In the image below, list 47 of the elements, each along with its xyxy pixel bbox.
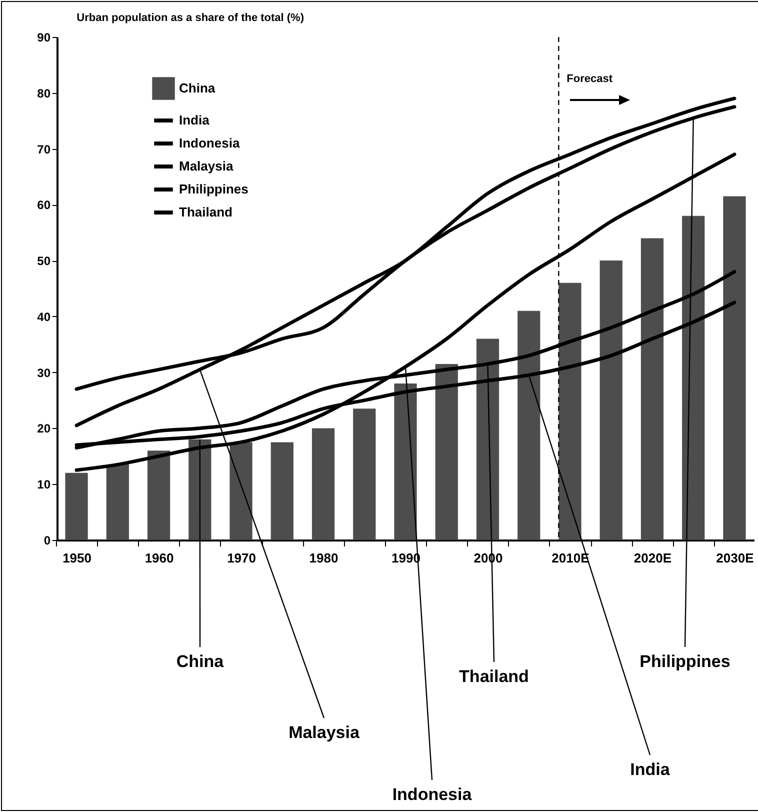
bar bbox=[270, 442, 294, 540]
y-tick-label: 80 bbox=[37, 86, 51, 100]
bar bbox=[640, 238, 664, 540]
text: India bbox=[630, 760, 670, 779]
x-tick-label: 2020E bbox=[634, 550, 672, 566]
text: China bbox=[176, 652, 224, 671]
bar bbox=[723, 196, 746, 540]
bar bbox=[600, 260, 622, 540]
bar bbox=[312, 428, 335, 540]
y-tick-label: 0 bbox=[44, 534, 51, 548]
y-tick-label: 60 bbox=[37, 198, 51, 212]
text: Thailand bbox=[459, 667, 529, 686]
y-tick-label: 40 bbox=[37, 310, 51, 324]
ref-line-label: Forecast bbox=[566, 73, 613, 85]
x-tick-label: 1980 bbox=[309, 550, 338, 566]
text: Indonesia bbox=[392, 785, 472, 804]
y-tick-label: 10 bbox=[37, 478, 51, 492]
bar bbox=[394, 384, 417, 540]
text: Malaysia bbox=[288, 723, 360, 742]
legend-label: India bbox=[179, 112, 210, 128]
x-tick-label: 1950 bbox=[62, 550, 92, 566]
bar bbox=[476, 338, 500, 540]
y-tick-label: 70 bbox=[37, 142, 51, 156]
x-tick-label: 1970 bbox=[227, 550, 256, 566]
legend-label: Thailand bbox=[179, 204, 233, 220]
legend-label: China bbox=[179, 80, 216, 96]
legend-label: Philippines bbox=[179, 182, 248, 196]
bar bbox=[435, 364, 458, 540]
bar bbox=[558, 282, 582, 540]
bar bbox=[188, 439, 212, 540]
x-tick-label: 2030E bbox=[716, 550, 754, 566]
bar bbox=[353, 408, 376, 540]
y-tick-label: 30 bbox=[37, 366, 51, 380]
text: Philippines bbox=[640, 652, 730, 671]
x-tick-label: 1960 bbox=[144, 550, 174, 566]
legend-label: Malaysia bbox=[179, 158, 234, 174]
chart-title: Urban population as a share of the total (%) bbox=[76, 12, 304, 24]
bar bbox=[682, 216, 705, 540]
y-tick-label: 90 bbox=[37, 30, 51, 44]
bar bbox=[518, 310, 540, 540]
bar bbox=[106, 464, 129, 540]
y-tick-label: 20 bbox=[37, 422, 51, 436]
y-tick-label: 50 bbox=[37, 254, 51, 268]
bar bbox=[230, 442, 252, 540]
bar bbox=[65, 472, 88, 540]
bar bbox=[147, 450, 170, 540]
legend-label: Indonesia bbox=[179, 136, 240, 150]
